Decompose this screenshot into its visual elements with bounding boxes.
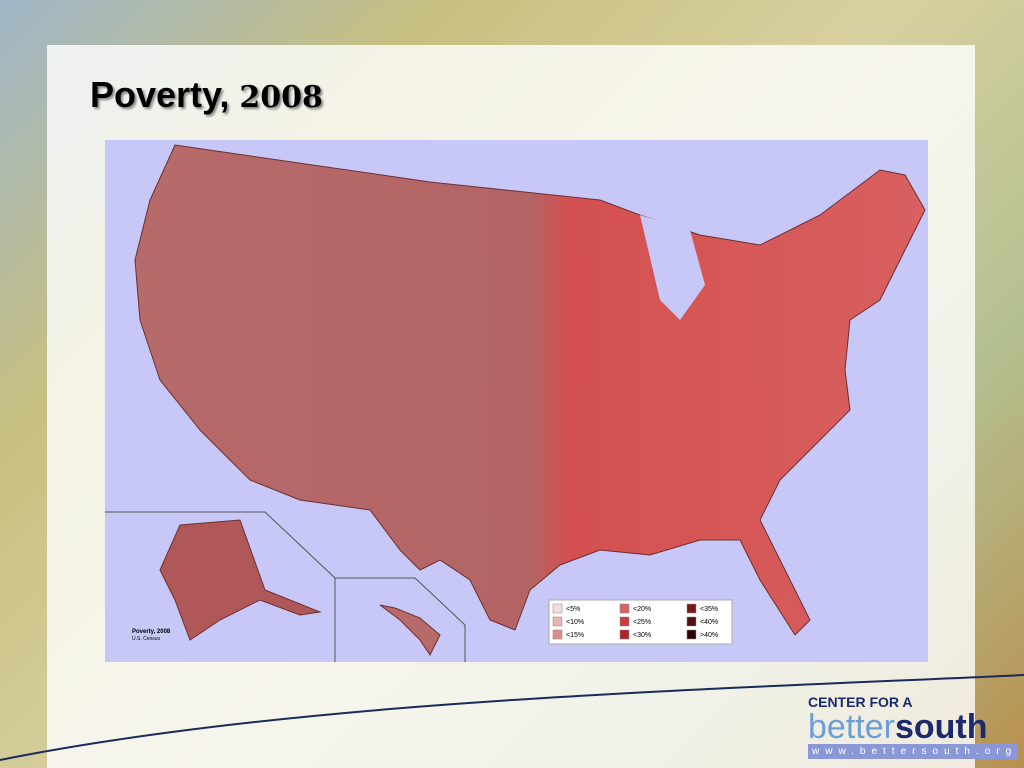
legend-swatch [552, 629, 563, 640]
logo-better: better [808, 708, 895, 746]
legend-swatch [619, 629, 630, 640]
legend-label: <25% [633, 619, 651, 626]
legend-label: <30% [633, 632, 651, 639]
slide-title: Poverty, 2008 [90, 74, 323, 116]
us-mainland [134, 144, 926, 636]
logo-line: CENTER FOR A [808, 694, 913, 710]
alaska [159, 519, 322, 641]
legend-label: <10% [566, 619, 584, 626]
hawaii [379, 604, 441, 656]
legend-label: <20% [633, 606, 651, 613]
logo-url: www.bettersouth.org [808, 744, 1018, 759]
great-lakes [640, 215, 705, 320]
legend-swatch [619, 603, 630, 614]
title-text: Poverty, [90, 74, 230, 115]
title-year: 2008 [239, 80, 323, 115]
legend-swatch [552, 616, 563, 627]
legend-label: <35% [700, 606, 718, 613]
legend-swatch [552, 603, 563, 614]
decor-curve [0, 674, 1024, 761]
inset-border [335, 577, 466, 662]
legend-label: >40% [700, 632, 718, 639]
legend-label: <15% [566, 632, 584, 639]
legend-label: <5% [566, 606, 580, 613]
logo: CENTER FOR A bettersouth www.bettersouth… [808, 694, 1018, 759]
inset-border [105, 511, 336, 662]
logo-south: south [894, 708, 988, 746]
legend-label: <40% [700, 619, 718, 626]
legend-swatch [686, 603, 697, 614]
legend-swatch [619, 616, 630, 627]
legend-swatch [686, 616, 697, 627]
map-caption: Poverty, 2008 [132, 629, 171, 635]
legend-swatch [686, 629, 697, 640]
legend-box [548, 599, 733, 645]
map-source: U.S. Census [132, 636, 161, 642]
logo-name: bettersouth [808, 710, 1018, 744]
